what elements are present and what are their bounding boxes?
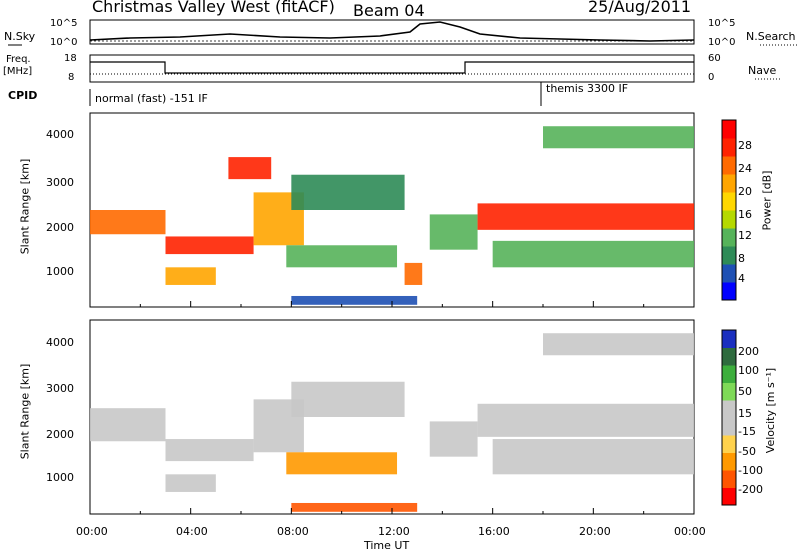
nave-label: Nave	[748, 64, 777, 77]
power-cbar-swatch-9	[722, 120, 736, 139]
nsky-panel-frame	[89, 19, 695, 45]
vel-cbar-tick-m100: -100	[738, 464, 763, 477]
xtick-3: 12:00	[378, 525, 410, 538]
nave-tick-low: 0	[708, 72, 715, 83]
velocity-cbar-swatch-3	[722, 435, 736, 453]
power-cbar-tick-4: 4	[738, 272, 745, 285]
velocity-echo-band-5	[286, 452, 398, 475]
power-ytick-4000: 4000	[46, 128, 74, 141]
power-cbar-tick-20: 20	[738, 185, 752, 198]
velocity-echo-band-8	[492, 439, 694, 475]
freq-tick-high: 18	[64, 53, 77, 64]
velocity-echo-band-4	[291, 381, 405, 417]
velocity-cbar-swatch-5	[722, 400, 736, 418]
date-label: 25/Aug/2011	[588, 0, 692, 16]
velocity-echo-band-7	[477, 403, 694, 437]
power-cbar-frame	[721, 119, 737, 301]
power-cbar-swatch-2	[722, 246, 736, 265]
xtick-1: 04:00	[176, 525, 208, 538]
power-echo-band-7	[404, 262, 423, 285]
velocity-cbar-swatch-2	[722, 452, 736, 471]
power-ytick-1000: 1000	[46, 265, 74, 278]
xtick-5: 20:00	[579, 525, 611, 538]
xtick-0: 00:00	[76, 525, 108, 538]
power-cbar-swatch-0	[722, 282, 736, 301]
vel-cbar-tick-200: 200	[738, 345, 759, 358]
power-cbar-swatch-5	[722, 192, 736, 211]
nsky-trace	[89, 21, 695, 42]
power-cbar-swatch-4	[722, 210, 736, 229]
power-echo-band-3	[228, 157, 272, 180]
power-echo-band-8	[429, 214, 478, 250]
vel-cbar-tick-m15: -15	[738, 425, 756, 438]
power-cbar-swatch-6	[722, 174, 736, 193]
power-echo-band-9	[477, 203, 694, 230]
freq-panel-frame	[89, 54, 695, 83]
cpid-segment-normal: normal (fast) -151 IF	[95, 92, 208, 105]
velocity-cbar-swatch-0	[722, 487, 736, 506]
nsky-tick-low: 10^0	[50, 37, 78, 48]
velocity-ytick-2000: 2000	[46, 428, 74, 441]
velocity-cbar-swatch-9	[722, 330, 736, 348]
cpid-segment-themis: themis 3300 IF	[546, 82, 629, 95]
power-cbar-tick-8: 8	[738, 252, 745, 265]
power-echo-band-2	[165, 267, 216, 285]
power-cbar-swatch-7	[722, 156, 736, 175]
vel-cbar-tick-15: 15	[738, 407, 752, 420]
velocity-ytick-3000: 3000	[46, 382, 74, 395]
power-cbar-tick-24: 24	[738, 162, 752, 175]
freq-label: Freq.	[6, 54, 31, 65]
velocity-cbar-swatch-1	[722, 470, 736, 488]
power-cbar-tick-12: 12	[738, 229, 752, 242]
vel-cbar-tick-m50: -50	[738, 445, 756, 458]
velocity-echo-band-0	[90, 408, 166, 442]
velocity-echo-band-10	[291, 502, 418, 512]
power-ytick-2000: 2000	[46, 221, 74, 234]
beam-label: Beam 04	[353, 1, 425, 20]
velocity-ytick-1000: 1000	[46, 471, 74, 484]
power-cbar-tick-28: 28	[738, 139, 752, 152]
cpid-label: CPID	[8, 89, 38, 102]
nsky-tick-high: 10^5	[50, 18, 78, 29]
power-echo-band-11	[543, 126, 694, 149]
nsearch-tick-low: 10^0	[708, 37, 736, 48]
vel-cbar-tick-100: 100	[738, 364, 759, 377]
velocity-cbar-swatch-6	[722, 382, 736, 401]
power-cbar-tick-16: 16	[738, 208, 752, 221]
velocity-cbar-swatch-4	[722, 417, 736, 436]
power-echo-band-0	[90, 210, 166, 235]
power-echo-band-6	[286, 245, 398, 268]
power-echo-band-1	[165, 236, 254, 255]
power-echo-band-5	[291, 174, 405, 210]
power-echo-band-10	[492, 240, 694, 268]
freq-unit-label: [MHz]	[3, 66, 33, 77]
nsky-label: N.Sky	[4, 30, 36, 43]
xtick-2: 08:00	[277, 525, 309, 538]
nave-tick-high: 60	[708, 53, 721, 64]
velocity-ytick-4000: 4000	[46, 336, 74, 349]
xtick-6: 00:00	[674, 525, 706, 538]
power-cbar-swatch-8	[722, 138, 736, 157]
velocity-cbar-swatch-8	[722, 347, 736, 366]
power-echo-band-12	[291, 295, 418, 305]
nsearch-tick-high: 10^5	[708, 18, 736, 29]
freq-trace	[90, 61, 694, 74]
velocity-echo-band-1	[165, 439, 254, 462]
power-ytick-3000: 3000	[46, 176, 74, 189]
velocity-cbar-swatch-7	[722, 365, 736, 383]
xlabel: Time UT	[364, 539, 410, 552]
vel-cbar-tick-m200: -200	[738, 483, 763, 496]
xtick-4: 16:00	[478, 525, 510, 538]
velocity-echo-band-2	[165, 474, 216, 492]
velocity-cbar-frame	[721, 329, 737, 506]
freq-tick-low: 8	[68, 72, 75, 83]
velocity-echo-band-6	[429, 421, 478, 457]
nsearch-label: N.Search	[746, 30, 796, 43]
power-cbar-swatch-1	[722, 264, 736, 283]
vel-cbar-tick-50: 50	[738, 385, 752, 398]
radar-title: Christmas Valley West (fitACF)	[92, 0, 335, 16]
power-cbar-swatch-3	[722, 228, 736, 247]
velocity-echo-band-9	[543, 333, 694, 356]
